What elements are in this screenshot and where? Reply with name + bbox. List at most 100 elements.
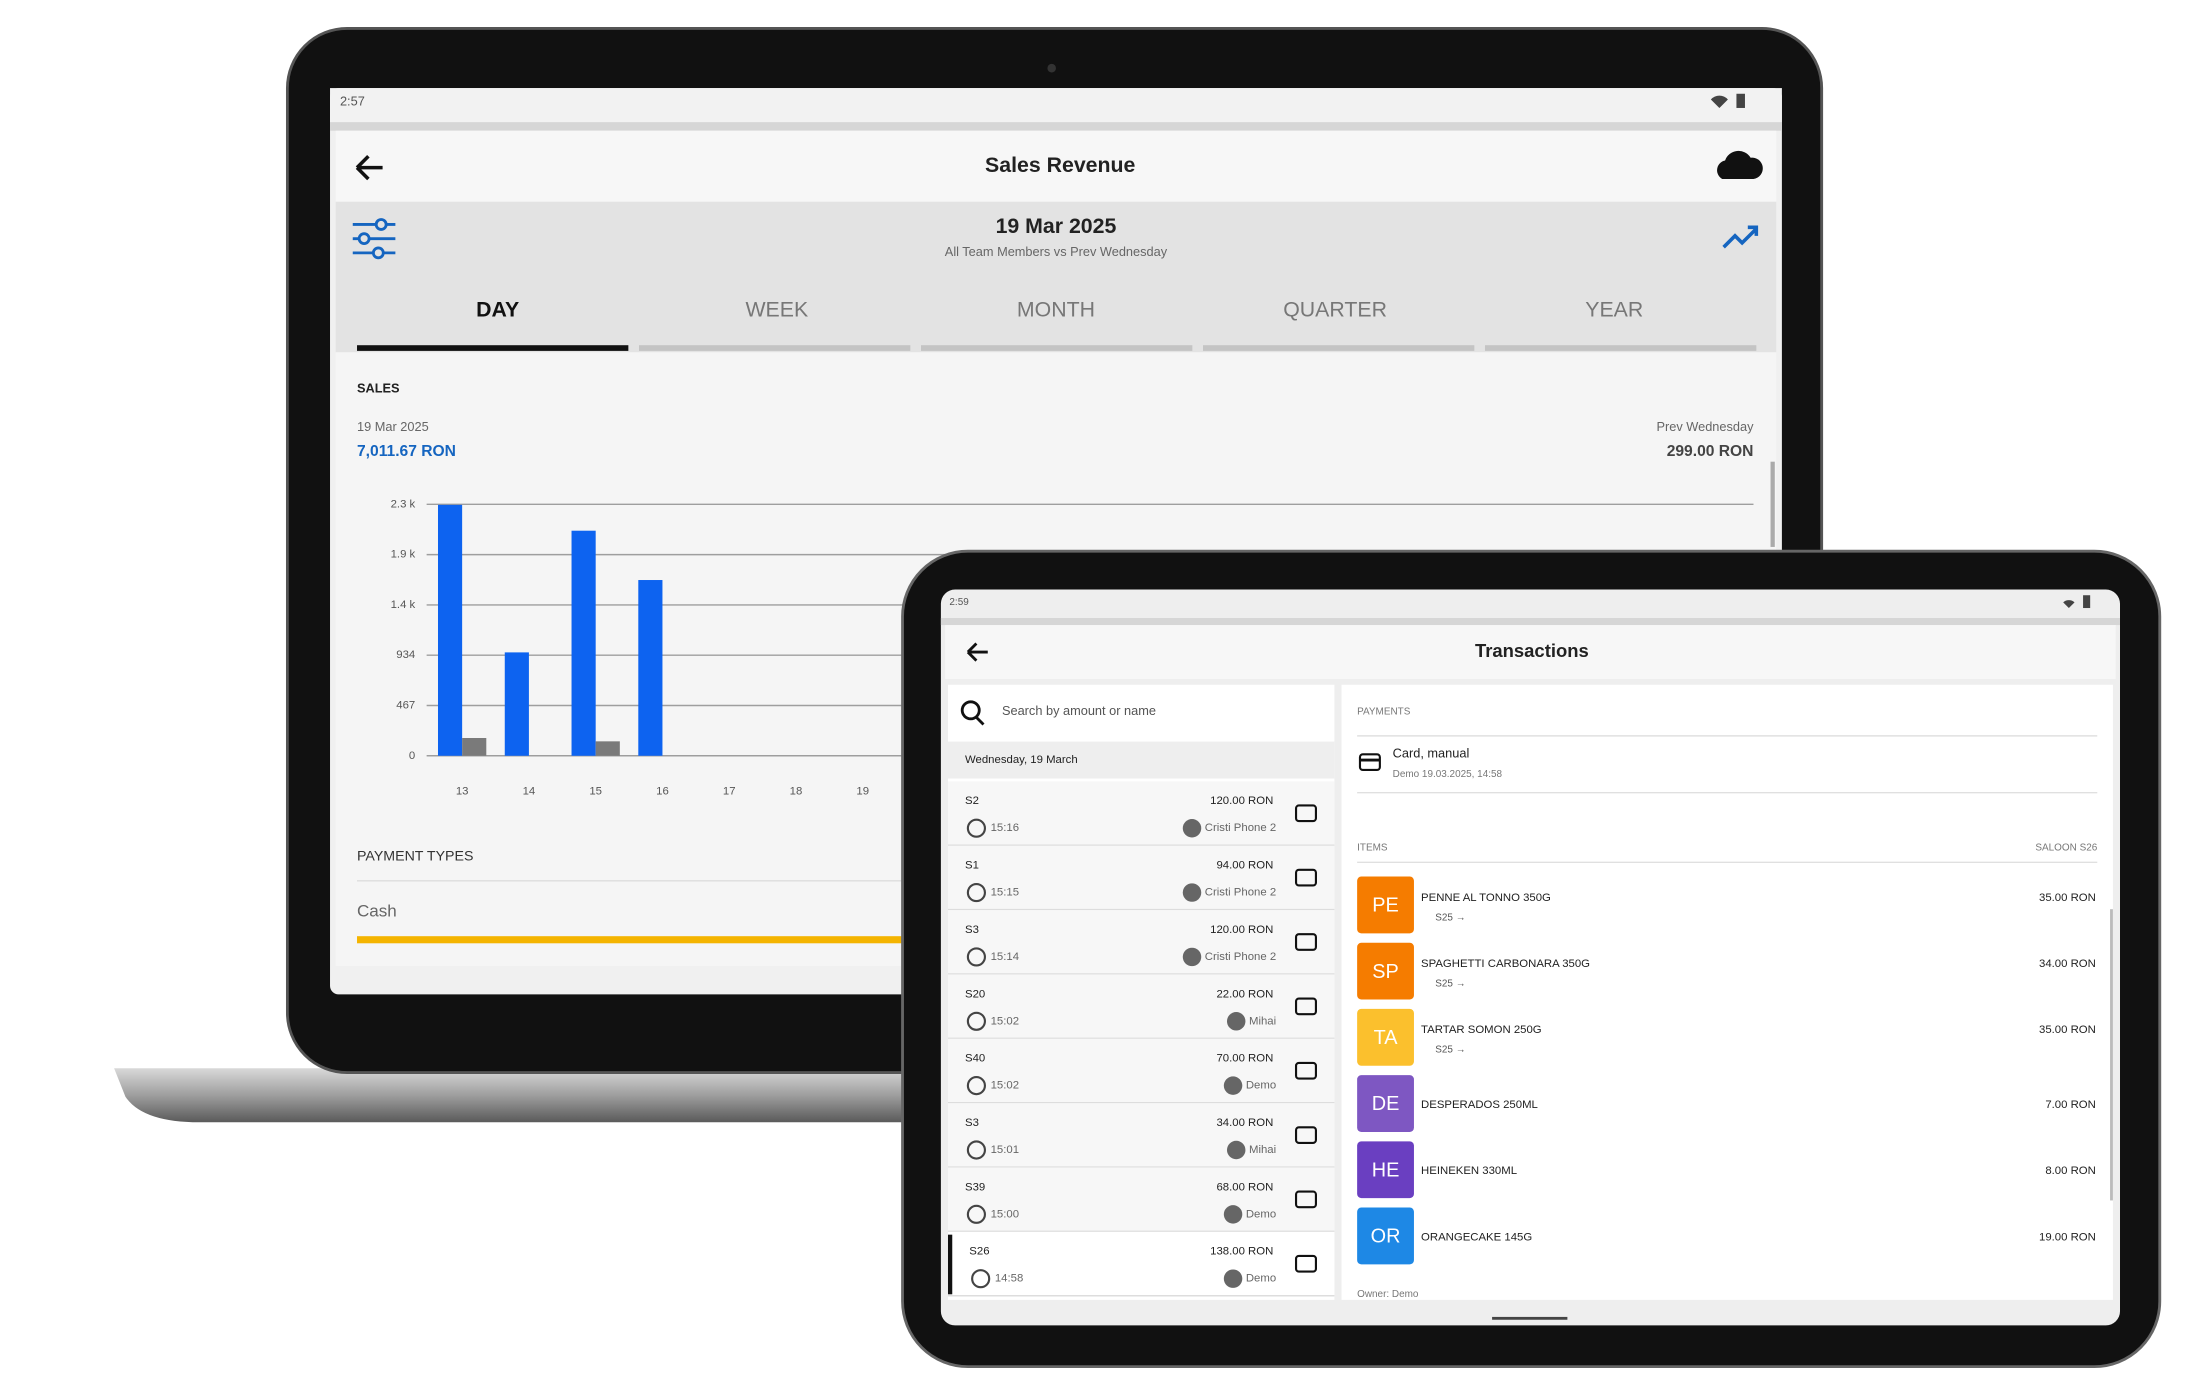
transaction-id: S39: [965, 1181, 985, 1193]
item-avatar: [1357, 876, 1414, 934]
transaction-amount: 120.00 RON: [1210, 795, 1273, 807]
trend-button[interactable]: [1722, 225, 1759, 249]
transaction-device: Mihai: [1249, 1015, 1276, 1027]
user-icon: [1226, 1140, 1246, 1160]
transaction-time: 15:02: [991, 1015, 1019, 1027]
tab[interactable]: MONTH: [1017, 298, 1095, 322]
detail-panel: [1341, 684, 2113, 1300]
payment-icon: [1294, 868, 1317, 887]
payment-icon: [1294, 804, 1317, 823]
item-seat: S25 →: [1435, 1045, 1465, 1056]
transaction-row[interactable]: S1 94.00 RON 15:15 Cristi Phone 2: [947, 845, 1335, 911]
item-row: OR ORANGECAKE 145G 19.00 RON: [1357, 1207, 2096, 1265]
filter-button[interactable]: [352, 218, 396, 260]
tablet-layer: 2:59 Transactions Search by amount or name…: [947, 597, 2098, 1300]
download-button[interactable]: [1717, 150, 1763, 179]
x-tick-label: 19: [856, 785, 869, 797]
transaction-row[interactable]: S20 22.00 RON 15:02 Mihai: [947, 974, 1335, 1040]
row-background: [947, 781, 1335, 846]
transaction-id: S3: [965, 1117, 979, 1129]
row-background: [947, 1167, 1335, 1232]
items-location: SALOON S26: [2035, 843, 2097, 854]
battery-icon: [2083, 595, 2091, 609]
back-button[interactable]: [966, 642, 988, 662]
transaction-row[interactable]: S26 138.00 RON 14:58 Demo: [947, 1231, 1335, 1297]
tab[interactable]: QUARTER: [1283, 298, 1387, 322]
item-name: TARTAR SOMON 250G: [1421, 1024, 1542, 1036]
y-tick-label: 2.3 k: [391, 498, 416, 510]
transaction-id: S3: [965, 924, 979, 936]
transaction-row[interactable]: S39 68.00 RON 15:00 Demo: [947, 1167, 1335, 1233]
search-icon: [960, 700, 985, 726]
transaction-amount: 94.00 RON: [1216, 860, 1273, 872]
transaction-row[interactable]: S2 120.00 RON 15:16 Cristi Phone 2: [947, 781, 1335, 846]
x-tick-label: 16: [656, 785, 669, 797]
app-header: [335, 130, 1777, 202]
item-row: PE PENNE AL TONNO 350G S25 → 35.00 RON: [1357, 876, 2096, 934]
x-tick-label: 17: [723, 785, 736, 797]
item-price: 35.00 RON: [2039, 892, 2096, 904]
clock-icon: [966, 818, 986, 838]
y-tick-label: 1.9 k: [391, 549, 416, 561]
bar: [571, 530, 596, 756]
transaction-row[interactable]: S40 70.00 RON 15:02 Demo: [947, 1038, 1335, 1104]
divider: [940, 617, 2121, 626]
item-name: HEINEKEN 330ML: [1421, 1165, 1517, 1177]
payment-icon: [1294, 1254, 1317, 1273]
transaction-time: 15:02: [991, 1080, 1019, 1092]
x-tick-label: 13: [456, 785, 469, 797]
item-name: SPAGHETTI CARBONARA 350G: [1421, 958, 1590, 970]
row-background: [947, 1231, 1335, 1296]
clock-icon: [971, 1269, 991, 1289]
section-label: PAYMENT TYPES: [357, 848, 473, 864]
clock-icon: [966, 1204, 986, 1224]
current-total: 7,011.67 RON: [357, 443, 456, 460]
selected-indicator: [947, 1234, 953, 1295]
item-seat: S25 →: [1435, 979, 1465, 990]
item-price: 8.00 RON: [2045, 1165, 2096, 1177]
date-bar: [335, 201, 1777, 353]
section-label: SALES: [357, 381, 400, 396]
transaction-amount: 138.00 RON: [1210, 1246, 1273, 1258]
item-price: 7.00 RON: [2045, 1099, 2096, 1111]
transaction-time: 15:15: [991, 887, 1019, 899]
tab[interactable]: DAY: [476, 298, 519, 322]
row-background: [947, 974, 1335, 1039]
bar: [595, 741, 620, 756]
transaction-amount: 22.00 RON: [1216, 988, 1273, 1000]
section-label: PAYMENTS: [1357, 706, 1411, 717]
battery-icon: [1736, 93, 1745, 108]
y-tick-label: 1.4 k: [391, 599, 416, 611]
transaction-id: S20: [965, 988, 985, 1000]
transaction-device: Demo: [1246, 1208, 1276, 1220]
transaction-id: S2: [965, 795, 979, 807]
search-input[interactable]: Search by amount or name: [1002, 703, 1156, 718]
back-button[interactable]: [355, 155, 383, 181]
payment-icon: [1294, 997, 1317, 1016]
tab-indicator: [1484, 345, 1757, 351]
prev-label: Prev Wednesday: [1657, 419, 1755, 434]
item-name: PENNE AL TONNO 350G: [1421, 892, 1551, 904]
item-seat: S25 →: [1435, 912, 1465, 923]
item-avatar: [1357, 942, 1414, 1000]
tab-indicator: [639, 345, 911, 351]
x-tick-label: 14: [523, 785, 536, 797]
item-row: TA TARTAR SOMON 250G S25 → 35.00 RON: [1357, 1008, 2096, 1066]
tab-indicator: [357, 345, 629, 351]
transaction-id: S40: [965, 1053, 985, 1065]
transaction-amount: 34.00 RON: [1216, 1117, 1273, 1129]
transaction-device: Demo: [1246, 1080, 1276, 1092]
wifi-icon: [2063, 600, 2075, 609]
tab[interactable]: YEAR: [1585, 298, 1643, 322]
y-tick-label: 934: [396, 649, 415, 661]
date-header: Wednesday, 19 March: [965, 754, 1078, 766]
transaction-row[interactable]: S3 34.00 RON 15:01 Mihai: [947, 1103, 1335, 1168]
transaction-device: Cristi Phone 2: [1205, 951, 1276, 963]
x-tick-label: 18: [790, 785, 803, 797]
tab[interactable]: WEEK: [745, 298, 808, 322]
item-row: DE DESPERADOS 250ML 7.00 RON: [1357, 1075, 2096, 1132]
transaction-device: Cristi Phone 2: [1205, 822, 1276, 834]
transaction-row[interactable]: S3 120.00 RON 15:14 Cristi Phone 2: [947, 910, 1335, 975]
